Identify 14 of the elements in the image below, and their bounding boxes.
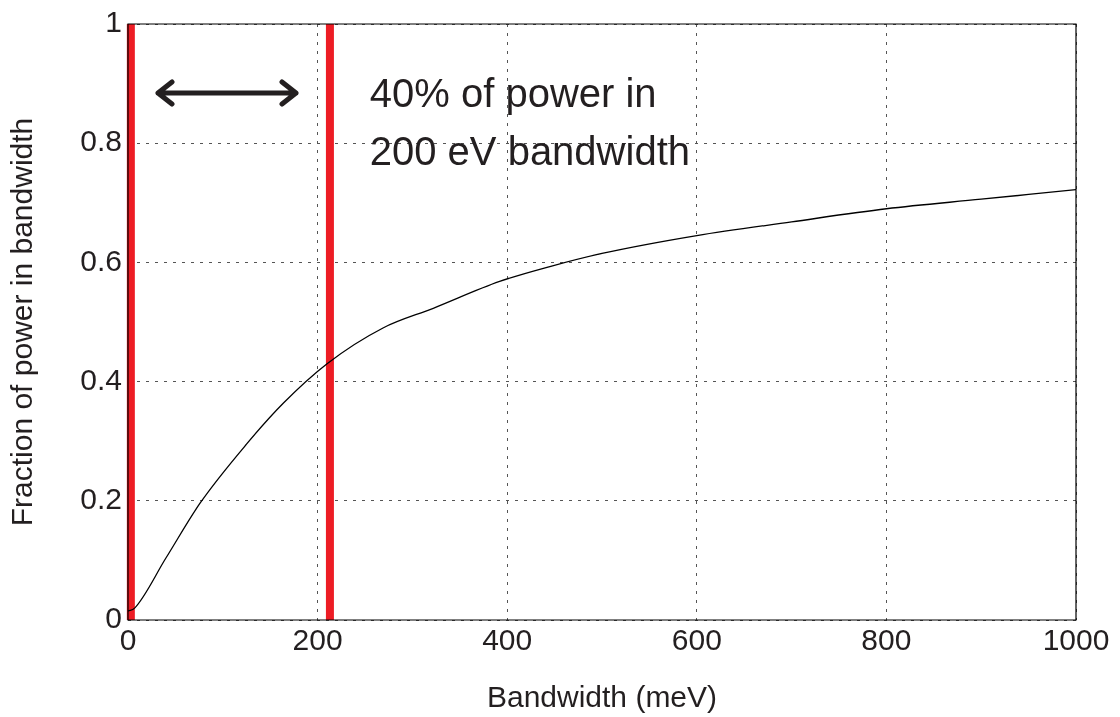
y-tick-label: 0.4	[80, 362, 122, 396]
y-tick-label: 0.2	[80, 482, 122, 516]
y-axis-title: Fraction of power in bandwidth	[5, 117, 39, 527]
x-tick-label: 600	[671, 623, 722, 657]
x-tick-label: 200	[292, 623, 343, 657]
y-tick-label: 0.8	[80, 124, 122, 158]
y-tick-label: 0.6	[80, 243, 122, 277]
y-tick-label: 1	[105, 5, 122, 39]
y-tick-label: 0	[105, 601, 122, 635]
x-tick-label: 1000	[1042, 623, 1110, 657]
x-axis-title: Bandwidth (meV)	[486, 680, 718, 714]
x-tick-label: 800	[861, 623, 912, 657]
x-tick-label: 400	[482, 623, 533, 657]
annotation: 40% of power in 200 eV bandwidth	[369, 71, 691, 174]
